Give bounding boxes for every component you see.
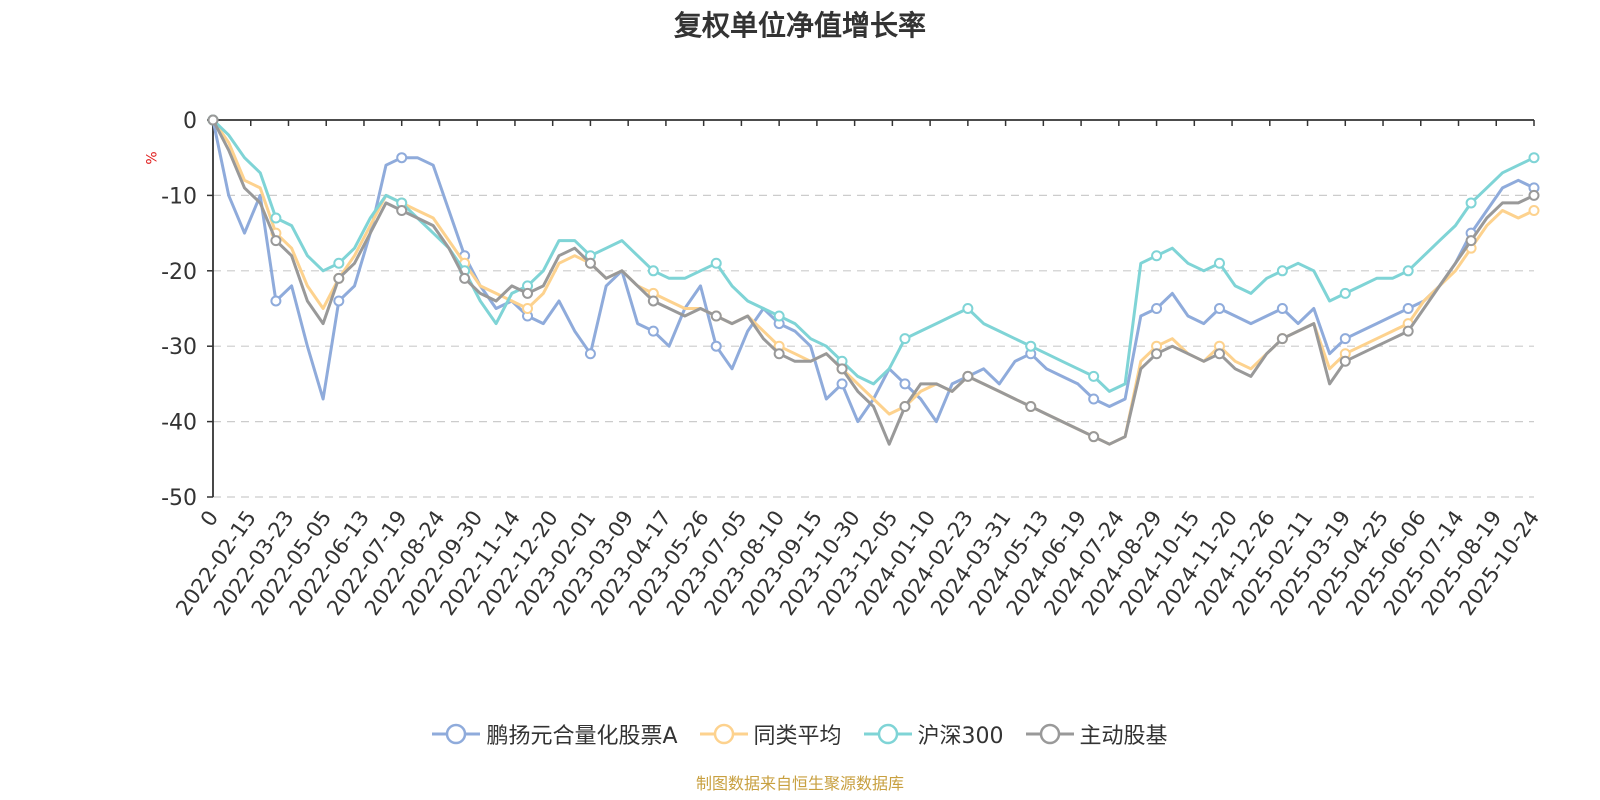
series-point	[1088, 370, 1100, 382]
series-point	[773, 348, 785, 360]
series-point	[899, 401, 911, 413]
series-point	[1402, 303, 1414, 314]
series-point	[333, 272, 345, 284]
line-chart: 0-10-20-30-40-5002022-02-152022-03-23202…	[161, 109, 1544, 620]
legend-label: 沪深300	[917, 724, 1004, 749]
y-tick-label: 0	[183, 109, 197, 134]
y-tick-label: -10	[161, 184, 197, 209]
legend-label: 同类平均	[753, 724, 842, 749]
series-point	[1213, 303, 1225, 314]
series-point	[396, 152, 408, 164]
series-point	[459, 272, 471, 284]
series-point	[396, 204, 408, 216]
series-point	[773, 310, 785, 322]
series-point	[899, 333, 911, 345]
series-line-4	[211, 119, 1535, 446]
series-point	[1339, 287, 1351, 299]
series-point	[1213, 348, 1225, 360]
legend-item[interactable]: 鹏扬元合量化股票A	[432, 718, 678, 750]
series-point	[1151, 250, 1163, 262]
legend-item[interactable]: 主动股基	[1025, 718, 1168, 750]
x-tick-label: 0	[196, 506, 223, 531]
series-point	[1025, 401, 1037, 413]
series-point	[962, 370, 974, 382]
series-line-2	[211, 119, 1535, 446]
series-point	[1339, 355, 1351, 367]
series-point	[1025, 340, 1037, 352]
series-point	[836, 363, 848, 375]
y-tick-label: -40	[161, 411, 197, 436]
series-point	[710, 257, 722, 269]
series-point	[1339, 333, 1351, 345]
legend-marker-icon	[1025, 723, 1074, 745]
series-point	[1276, 333, 1288, 345]
series-point	[584, 257, 596, 269]
series-point	[584, 348, 596, 360]
series-point	[1465, 235, 1477, 247]
series-point	[270, 235, 282, 247]
data-source-note: 制图数据来自恒生聚源数据库	[695, 774, 904, 793]
series-point	[522, 303, 534, 314]
series-point	[647, 325, 659, 337]
series-line-3	[211, 118, 1535, 393]
series-point	[1528, 204, 1540, 216]
chart-legend: 鹏扬元合量化股票A 同类平均 沪深300 主动股基	[0, 718, 1600, 750]
series-point	[1213, 257, 1225, 269]
series-point	[962, 303, 974, 314]
legend-item[interactable]: 沪深300	[863, 718, 1004, 750]
series-point	[1465, 197, 1477, 209]
series-point	[1151, 348, 1163, 360]
series-point	[836, 378, 848, 390]
y-tick-label: -50	[161, 486, 197, 511]
series-point	[1402, 325, 1414, 337]
series-point	[1528, 152, 1540, 164]
legend-marker-icon	[699, 723, 748, 745]
series-point	[333, 257, 345, 269]
series-point	[207, 114, 219, 126]
legend-item[interactable]: 同类平均	[699, 718, 842, 750]
series-point	[270, 212, 282, 224]
series-point	[1088, 431, 1100, 443]
series-point	[710, 340, 722, 352]
series-point	[1088, 393, 1100, 405]
legend-marker-icon	[432, 723, 481, 745]
series-point	[899, 378, 911, 390]
series-point	[333, 295, 345, 307]
series-point	[1402, 265, 1414, 277]
y-tick-label: -30	[161, 335, 197, 360]
series-point	[522, 287, 534, 299]
legend-marker-icon	[863, 723, 912, 745]
series-point	[270, 295, 282, 307]
chart-title: 复权单位净值增长率	[673, 9, 926, 42]
series-point	[1528, 189, 1540, 201]
y-tick-label: -20	[161, 260, 197, 285]
series-point	[1276, 265, 1288, 277]
legend-label: 鹏扬元合量化股票A	[486, 724, 678, 749]
series-point	[647, 295, 659, 307]
series-point	[1276, 303, 1288, 314]
legend-label: 主动股基	[1079, 724, 1168, 749]
series-point	[647, 265, 659, 277]
series-point	[1151, 303, 1163, 314]
series-point	[710, 310, 722, 322]
